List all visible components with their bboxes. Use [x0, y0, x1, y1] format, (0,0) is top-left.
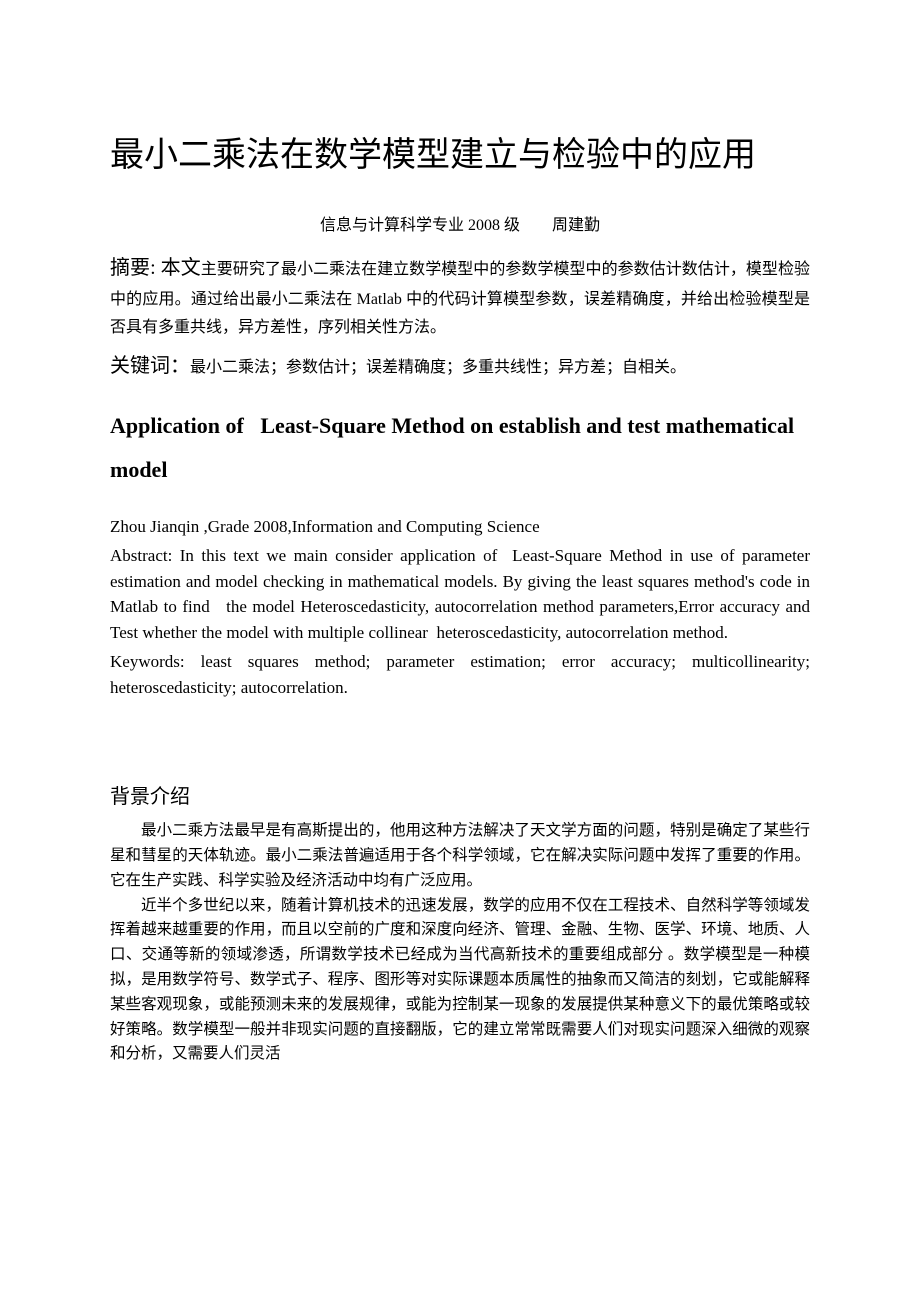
section-heading-background: 背景介绍 [110, 780, 810, 809]
abstract-chinese: 摘要: 本文主要研究了最小二乘法在建立数学模型中的参数学模型中的参数估计数估计，… [110, 251, 810, 342]
author-line-chinese: 信息与计算科学专业 2008 级 周建勤 [110, 211, 810, 235]
body-paragraph-1: 最小二乘方法最早是有高斯提出的，他用这种方法解决了天文学方面的问题，特别是确定了… [110, 819, 810, 893]
abstract-body-cn: 主要研究了最小二乘法在建立数学模型中的参数学模型中的参数估计数估计，模型检验中的… [110, 261, 810, 336]
document-page: 最小二乘法在数学模型建立与检验中的应用 信息与计算科学专业 2008 级 周建勤… [0, 0, 920, 1302]
keywords-chinese: 关键词：最小二乘法；参数估计；误差精确度；多重共线性；异方差；自相关。 [110, 348, 810, 384]
keywords-english: Keywords: least squares method; paramete… [110, 649, 810, 700]
title-english: Application of Least-Square Method on es… [110, 404, 810, 492]
author-line-english: Zhou Jianqin ,Grade 2008,Information and… [110, 514, 810, 540]
abstract-label-cn: 摘要: [110, 257, 156, 279]
body-paragraph-2: 近半个多世纪以来，随着计算机技术的迅速发展，数学的应用不仅在工程技术、自然科学等… [110, 894, 810, 1068]
keywords-body-cn: 最小二乘法；参数估计；误差精确度；多重共线性；异方差；自相关。 [190, 359, 686, 376]
abstract-lead-cn: 本文 [156, 257, 201, 279]
keywords-label-cn: 关键词： [110, 355, 190, 377]
title-chinese: 最小二乘法在数学模型建立与检验中的应用 [110, 130, 810, 183]
abstract-english: Abstract: In this text we main consider … [110, 543, 810, 645]
